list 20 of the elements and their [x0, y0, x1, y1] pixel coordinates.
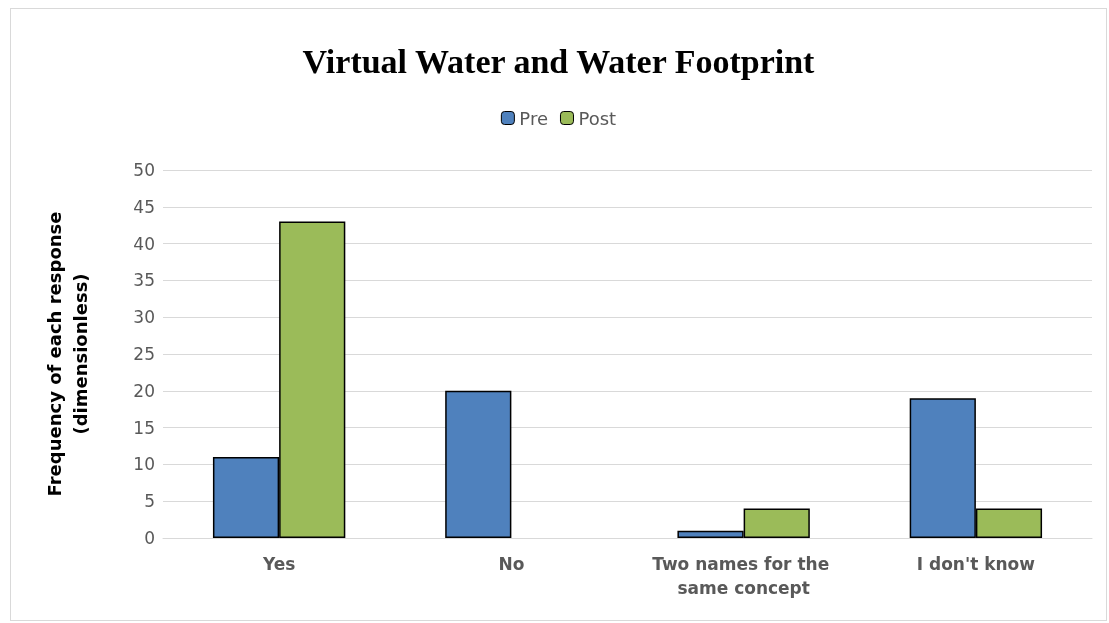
y-tick-label: 40 — [133, 233, 155, 254]
x-tick-label: No — [498, 554, 525, 574]
y-tick-label: 20 — [133, 380, 155, 401]
y-tick-label: 0 — [144, 528, 155, 548]
y-tick-label: 35 — [133, 270, 155, 291]
x-tick-label: I don't know — [916, 554, 1036, 574]
x-tick-label: Yes — [261, 554, 296, 574]
chart-title: Virtual Water and Water Footprint — [302, 42, 816, 80]
legend-label: Pre — [519, 107, 548, 129]
y-tick-label: 10 — [133, 454, 155, 475]
y-tick-label: 45 — [133, 196, 155, 217]
legend-label: Post — [578, 107, 617, 129]
bar — [445, 390, 512, 538]
y-tick-label: 30 — [133, 307, 155, 328]
y-tick-label: 5 — [144, 491, 155, 512]
y-tick-label: 25 — [133, 344, 155, 364]
y-tick-label: 15 — [133, 417, 155, 438]
y-axis-title: Frequency of each response (dimensionless) — [43, 211, 91, 497]
y-tick-label: 50 — [133, 160, 155, 180]
x-tick-label: Two names for the same concept — [652, 554, 836, 598]
